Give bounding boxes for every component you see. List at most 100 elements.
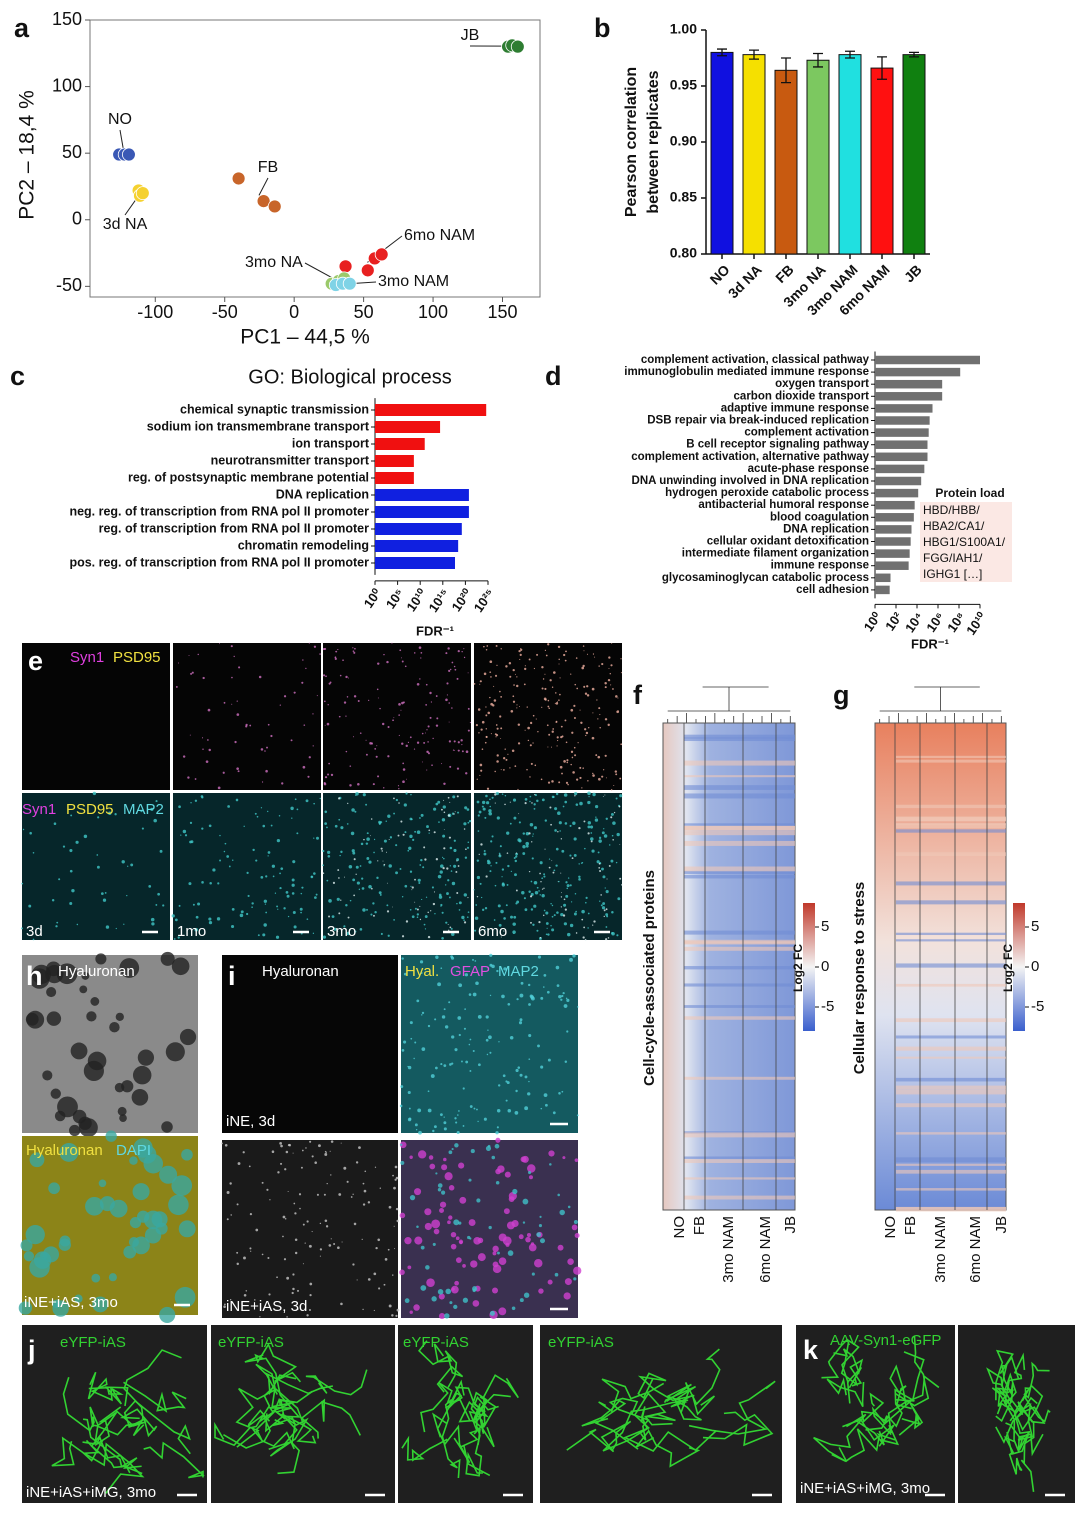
speckle	[436, 717, 439, 720]
speckle	[497, 1084, 501, 1087]
speckle	[267, 855, 269, 857]
speckle	[356, 881, 360, 885]
speckle	[90, 997, 100, 1006]
speckle	[448, 721, 450, 723]
speckle	[450, 1231, 457, 1238]
speckle	[443, 857, 445, 860]
speckle	[123, 923, 125, 925]
speckle	[435, 1172, 438, 1175]
speckle	[467, 707, 470, 710]
speckle	[501, 883, 506, 887]
speckle	[337, 797, 341, 800]
speckle	[337, 869, 340, 871]
speckle	[572, 771, 575, 774]
neurite	[898, 1403, 924, 1436]
speckle	[367, 1278, 371, 1281]
speckle	[547, 705, 550, 708]
heatmap-row	[684, 966, 795, 970]
bar	[875, 500, 915, 510]
panel-label: eYFP-iAS	[60, 1334, 126, 1351]
neurite	[470, 1391, 488, 1435]
speckle	[496, 1109, 501, 1113]
speckle	[465, 1060, 469, 1064]
speckle	[444, 1313, 450, 1319]
speckle	[377, 775, 380, 778]
error-bar	[909, 51, 919, 58]
speckle	[620, 672, 623, 674]
speckle	[588, 796, 590, 798]
speckle	[466, 916, 469, 918]
speckle	[323, 1193, 326, 1196]
speckle	[503, 917, 506, 920]
speckle	[463, 828, 466, 830]
speckle	[229, 1299, 232, 1301]
speckle	[92, 1296, 109, 1313]
speckle	[416, 682, 420, 686]
speckle	[404, 831, 407, 834]
speckle	[313, 802, 315, 805]
speckle	[528, 983, 531, 987]
speckle	[324, 724, 326, 726]
speckle	[582, 645, 585, 647]
speckle	[381, 850, 383, 852]
speckle	[292, 911, 296, 915]
speckle	[353, 894, 356, 897]
speckle	[293, 925, 297, 929]
speckle	[457, 1016, 462, 1020]
speckle	[483, 645, 485, 648]
speckle	[572, 821, 576, 825]
neurite	[991, 1387, 1017, 1415]
speckle	[490, 865, 492, 867]
x-tick-label: -50	[212, 302, 238, 322]
speckle	[544, 698, 547, 701]
speckle	[496, 1126, 499, 1129]
speckle	[403, 972, 407, 976]
speckle	[528, 1175, 533, 1180]
speckle	[377, 697, 379, 699]
speckle	[330, 773, 334, 777]
speckle	[482, 807, 486, 811]
column-label: JB	[782, 1216, 799, 1234]
speckle	[558, 663, 560, 665]
speckle	[470, 1260, 478, 1268]
speckle	[543, 974, 547, 977]
speckle	[315, 893, 318, 896]
speckle	[434, 913, 436, 915]
speckle	[309, 1140, 312, 1143]
speckle	[554, 1272, 559, 1277]
speckle	[297, 1308, 299, 1310]
speckle	[338, 818, 341, 821]
speckle	[286, 894, 290, 898]
speckle	[547, 699, 550, 702]
speckle	[581, 918, 584, 921]
speckle	[141, 827, 144, 830]
speckle	[354, 647, 356, 650]
speckle	[446, 892, 449, 895]
speckle	[279, 886, 282, 890]
speckle	[533, 904, 537, 908]
speckle	[416, 999, 420, 1003]
panel-label: 6mo	[478, 923, 507, 940]
speckle	[613, 811, 616, 814]
speckle	[363, 838, 365, 841]
speckle	[444, 884, 447, 886]
speckle	[408, 846, 412, 850]
speckle	[209, 881, 212, 885]
speckle	[223, 850, 226, 853]
neurite	[123, 1399, 191, 1455]
speckle	[328, 915, 331, 918]
speckle	[519, 1073, 523, 1077]
heatmap-row	[684, 734, 795, 739]
y-tick-label: 150	[52, 9, 82, 29]
speckle	[619, 777, 622, 780]
neurite	[566, 1420, 632, 1453]
speckle	[426, 750, 429, 754]
speckle	[529, 721, 533, 725]
speckle	[449, 846, 453, 850]
category-label: neurotransmitter transport	[211, 453, 370, 467]
speckle	[456, 677, 459, 680]
speckle	[574, 1158, 579, 1163]
speckle	[472, 1049, 475, 1052]
speckle	[391, 642, 393, 644]
x-tick-label: 10⁵	[383, 586, 407, 611]
